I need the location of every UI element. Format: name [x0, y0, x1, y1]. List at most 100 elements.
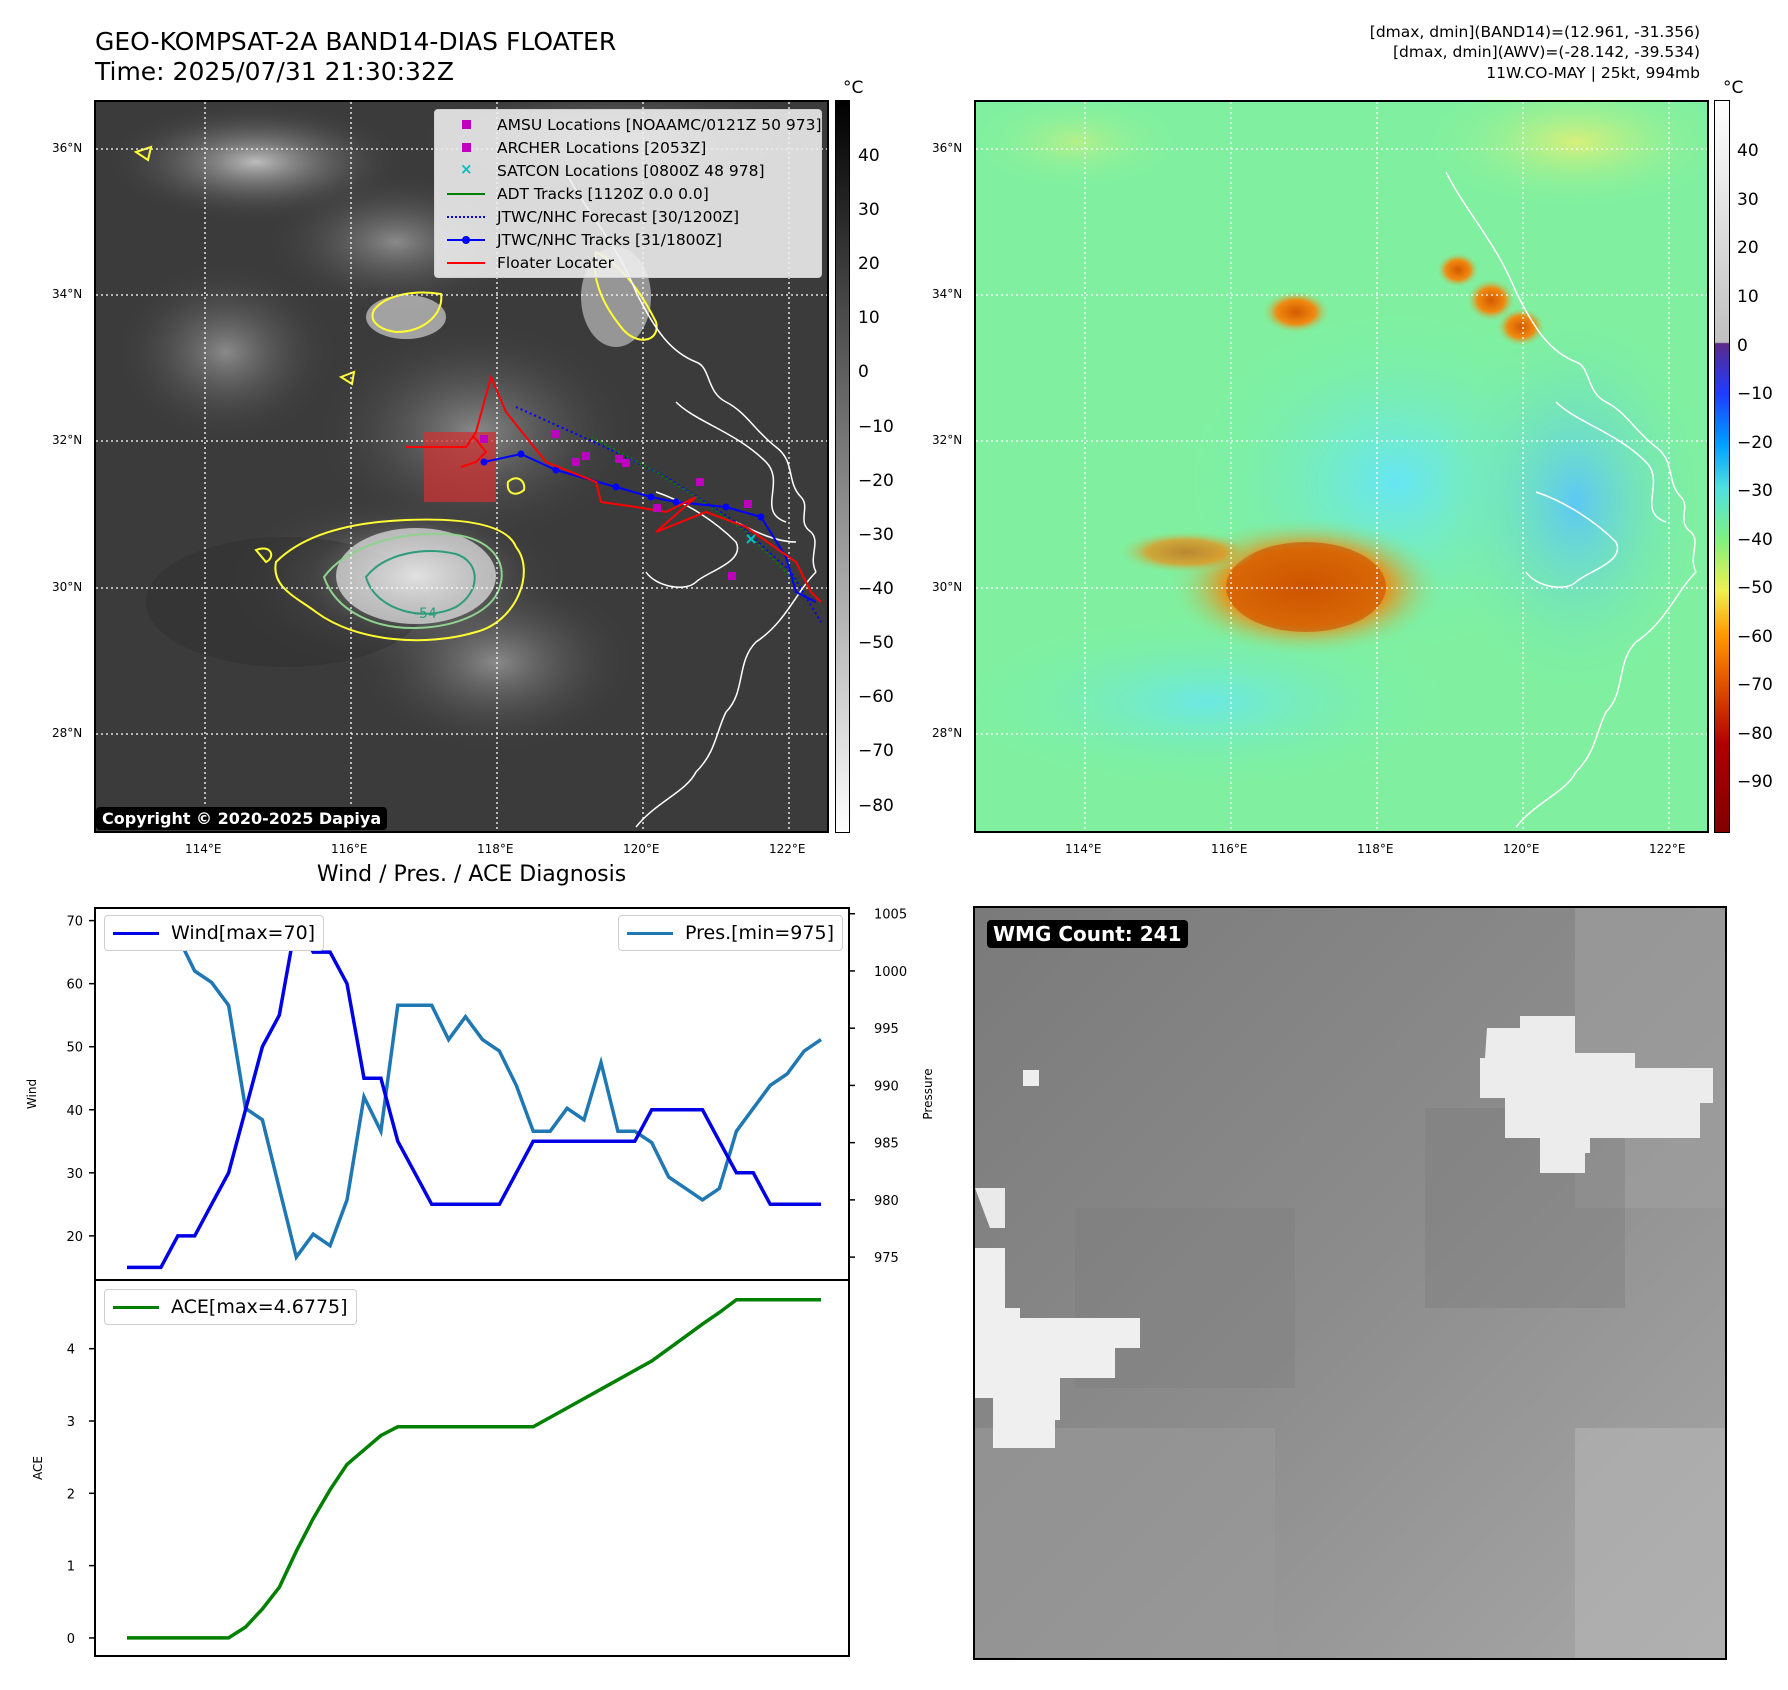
ir-cbar-tick: 40 [858, 146, 880, 166]
ir-lat-label: 28°N [52, 726, 83, 740]
awv-cbar-tick: 20 [1737, 238, 1759, 258]
legend-item-tracks: JTWC/NHC Tracks [31/1800Z] [435, 228, 821, 251]
awv-cbar-tick: 0 [1737, 336, 1748, 356]
wind-legend-swatch [113, 931, 159, 935]
awv-lon-label: 120°E [1503, 842, 1540, 856]
diagnosis-title: Wind / Pres. / ACE Diagnosis [316, 862, 627, 887]
header-dmax-band14: [dmax, dmin](BAND14)=(12.961, -31.356) [1369, 23, 1700, 41]
awv-lon-label: 122°E [1649, 842, 1686, 856]
wmg-panel: WMG Count: 241 [973, 906, 1727, 1660]
awv-cbar-tick: −10 [1737, 384, 1773, 404]
awv-cbar-tick: 30 [1737, 190, 1759, 210]
legend-label: ADT Tracks [1120Z 0.0 0.0] [497, 184, 709, 203]
ace-axis-label: ACE [31, 1456, 45, 1480]
legend-label: JTWC/NHC Forecast [30/1200Z] [497, 207, 740, 226]
awv-map-panel [974, 100, 1709, 833]
pressure-ytick-label: 1000 [874, 965, 907, 980]
ace-line [127, 1297, 821, 1640]
ace-legend-swatch [113, 1305, 159, 1309]
wind-legend-label: Wind[max=70] [171, 922, 316, 944]
awv-colorbar [1714, 100, 1730, 833]
ir-lon-label: 118°E [477, 842, 514, 856]
ir-map-legend: AMSU Locations [NOAAMC/0121Z 50 973] ARC… [434, 109, 822, 278]
ir-cbar-tick: 10 [858, 308, 880, 328]
contour-label: -54 [414, 606, 437, 622]
awv-colorbar-unit: °C [1723, 78, 1744, 98]
pressure-axis-label: Pressure [921, 1068, 935, 1119]
awv-lat-label: 30°N [932, 580, 963, 594]
awv-cbar-tick: −50 [1737, 578, 1773, 598]
ir-lon-label: 116°E [331, 842, 368, 856]
pressure-ytick-label: 990 [874, 1079, 899, 1094]
wind-legend: Wind[max=70] [104, 915, 325, 951]
ir-lon-label: 114°E [185, 842, 222, 856]
wind-line [127, 915, 821, 1270]
ace-plot-frame [94, 1280, 850, 1657]
ace-ytick-label: 4 [67, 1343, 75, 1358]
pressure-legend-label: Pres.[min=975] [685, 922, 834, 944]
ir-lat-label: 32°N [52, 433, 83, 447]
awv-cbar-tick: 40 [1737, 141, 1759, 161]
wind-ytick-label: 40 [66, 1104, 83, 1119]
ir-cbar-tick: −20 [858, 471, 894, 491]
awv-cbar-tick: −70 [1737, 675, 1773, 695]
ace-ytick-label: 1 [67, 1560, 75, 1575]
figure-title: GEO-KOMPSAT-2A BAND14-DIAS FLOATER [95, 27, 617, 56]
pressure-ytick-label: 995 [874, 1022, 899, 1037]
wmg-count-badge: WMG Count: 241 [987, 920, 1188, 948]
wind-pressure-chart: 20 30 40 50 60 70 975 980 985 990 995 1000 1005 Win… [25, 907, 935, 1281]
ir-lat-label: 34°N [52, 287, 83, 301]
pressure-ytick-label: 980 [874, 1194, 899, 1209]
awv-lat-label: 34°N [932, 287, 963, 301]
pressure-ytick-label: 975 [874, 1251, 899, 1266]
ace-legend: ACE[max=4.6775] [104, 1289, 357, 1325]
floater-box [424, 432, 496, 502]
legend-item-forecast: JTWC/NHC Forecast [30/1200Z] [435, 205, 821, 228]
awv-map-svg [976, 102, 1707, 831]
ir-cbar-tick: −50 [858, 633, 894, 653]
awv-lat-label: 28°N [932, 726, 963, 740]
ir-cbar-tick: 0 [858, 362, 869, 382]
ir-cbar-tick: −70 [858, 741, 894, 761]
legend-item-amsu: AMSU Locations [NOAAMC/0121Z 50 973] [435, 113, 822, 136]
wmg-image [975, 908, 1725, 1658]
wind-axis-label: Wind [25, 1079, 39, 1109]
pressure-ytick-label: 1005 [874, 908, 907, 923]
legend-label: JTWC/NHC Tracks [31/1800Z] [497, 230, 723, 249]
awv-cbar-tick: −30 [1737, 481, 1773, 501]
ir-lon-label: 122°E [769, 842, 806, 856]
wind-ytick-label: 20 [66, 1230, 83, 1245]
awv-cbar-tick: −80 [1737, 724, 1773, 744]
legend-label: Floater Locater [497, 253, 614, 272]
ir-colorbar-unit: °C [843, 78, 864, 98]
awv-lon-label: 114°E [1065, 842, 1102, 856]
wind-ytick-label: 70 [66, 915, 83, 930]
ir-lon-label: 120°E [623, 842, 660, 856]
copyright-badge: Copyright © 2020-2025 Dapiya [96, 807, 388, 830]
awv-cbar-tick: −90 [1737, 772, 1773, 792]
header-dmax-awv: [dmax, dmin](AWV)=(-28.142, -39.534) [1393, 43, 1700, 61]
legend-item-archer: ARCHER Locations [2053Z] [435, 136, 821, 159]
ace-ytick-label: 2 [67, 1487, 75, 1502]
ir-colorbar [835, 100, 850, 833]
awv-cbar-tick: −40 [1737, 530, 1773, 550]
ir-cbar-tick: −10 [858, 417, 894, 437]
awv-lon-label: 116°E [1211, 842, 1248, 856]
awv-cbar-tick: −20 [1737, 433, 1773, 453]
awv-lat-label: 36°N [932, 141, 963, 155]
legend-item-satcon: × SATCON Locations [0800Z 48 978] [460, 160, 765, 180]
legend-item-adt: ADT Tracks [1120Z 0.0 0.0] [435, 182, 821, 205]
header-storm-info: 11W.CO-MAY | 25kt, 994mb [1486, 64, 1700, 82]
ir-cbar-tick: −30 [858, 525, 894, 545]
ir-cbar-tick: 20 [858, 254, 880, 274]
pressure-ytick-label: 985 [874, 1137, 899, 1152]
wind-ytick-label: 60 [66, 978, 83, 993]
ace-ytick-label: 0 [67, 1632, 75, 1647]
awv-cbar-tick: 10 [1737, 287, 1759, 307]
awv-lon-label: 118°E [1357, 842, 1394, 856]
ace-chart: 0 1 2 3 4 ACE [31, 1280, 850, 1657]
ir-lat-label: 30°N [52, 580, 83, 594]
ir-cbar-tick: −40 [858, 579, 894, 599]
ir-map-panel: -54 [94, 100, 829, 833]
pressure-legend-swatch [627, 931, 673, 935]
